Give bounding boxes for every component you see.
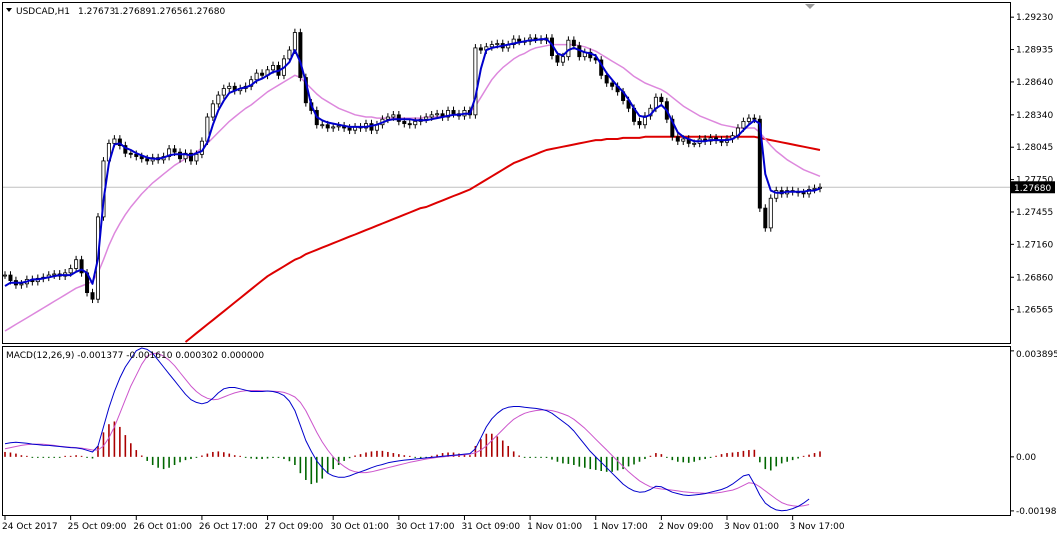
candle-down — [408, 124, 411, 125]
candle-down — [299, 33, 302, 78]
candle-up — [337, 126, 340, 127]
time-tick-label: 3 Nov 01:00 — [724, 522, 779, 532]
price-tick-label: 1.26565 — [1016, 306, 1053, 316]
candle-up — [53, 274, 56, 275]
macd-tick-label: 0.00 — [1016, 453, 1036, 463]
price-tick-label: 1.28935 — [1016, 46, 1053, 56]
candle-down — [397, 115, 400, 122]
time-tick-label: 30 Oct 01:00 — [330, 522, 389, 532]
candle-down — [605, 75, 608, 83]
price-tick-label: 1.26860 — [1016, 273, 1053, 283]
price-tick-label: 1.27455 — [1016, 208, 1053, 218]
candle-down — [660, 97, 663, 101]
candle-up — [425, 117, 428, 119]
current-price-label: 1.27680 — [1014, 184, 1051, 194]
candle-down — [534, 38, 537, 39]
candle-up — [769, 198, 772, 228]
candle-up — [3, 275, 6, 276]
candle-down — [764, 208, 767, 228]
candle-down — [802, 193, 805, 194]
candle-up — [113, 139, 116, 143]
candle-up — [75, 260, 78, 269]
candle-down — [260, 73, 263, 75]
time-tick-label: 25 Oct 09:00 — [68, 522, 127, 532]
time-tick-label: 30 Oct 17:00 — [396, 522, 455, 532]
candle-down — [326, 125, 329, 128]
time-tick-label: 31 Oct 09:00 — [461, 522, 520, 532]
ohlc-low: 1.27656 — [151, 7, 188, 17]
time-tick-label: 26 Oct 01:00 — [133, 522, 192, 532]
candle-down — [611, 83, 614, 86]
macd-label: MACD(12,26,9) -0.001377 -0.001610 0.0003… — [6, 351, 264, 361]
candle-down — [452, 110, 455, 113]
candle-up — [228, 86, 231, 88]
price-tick-label: 1.28640 — [1016, 78, 1053, 88]
candle-up — [742, 121, 745, 128]
candle-down — [556, 56, 559, 63]
candle-up — [293, 33, 296, 51]
candle-up — [567, 40, 570, 56]
price-tick-label: 1.28340 — [1016, 111, 1053, 121]
candle-up — [392, 115, 395, 117]
time-tick-label: 26 Oct 17:00 — [199, 522, 258, 532]
symbol-label: USDCAD,H1 — [16, 7, 70, 17]
ohlc-high: 1.27689 — [114, 7, 151, 17]
time-tick-label: 27 Oct 09:00 — [265, 522, 324, 532]
candle-up — [211, 104, 214, 117]
candle-up — [747, 118, 750, 121]
candle-up — [20, 284, 23, 285]
candle-down — [753, 118, 756, 119]
price-panel[interactable]: 1.292301.289351.286401.283401.280451.277… — [3, 3, 1056, 344]
candle-up — [682, 139, 685, 141]
candle-up — [430, 115, 433, 117]
candle-up — [321, 125, 324, 126]
candle-up — [496, 44, 499, 45]
candle-down — [518, 39, 521, 41]
candle-down — [173, 149, 176, 152]
time-tick-label: 1 Nov 17:00 — [593, 522, 648, 532]
macd-tick-label: 0.003895 — [1016, 350, 1057, 360]
price-panel-frame — [3, 3, 1011, 344]
time-tick-label: 1 Nov 01:00 — [527, 522, 582, 532]
time-tick-label: 2 Nov 09:00 — [658, 522, 713, 532]
candle-down — [479, 48, 482, 50]
candle-down — [9, 275, 12, 280]
macd-panel-frame — [3, 347, 1011, 516]
candle-up — [414, 121, 417, 124]
time-tick-label: 24 Oct 2017 — [2, 522, 58, 532]
candle-down — [638, 121, 641, 124]
candle-up — [195, 154, 198, 161]
candle-up — [561, 57, 564, 62]
candle-up — [271, 65, 274, 69]
candle-up — [222, 89, 225, 96]
macd-panel[interactable]: 0.003895 0.00 -0.001986 MACD(12,26,9) -0.0… — [3, 347, 1057, 517]
macd-tick-label: -0.001986 — [1016, 507, 1057, 517]
ohlc-close: 1.27680 — [188, 7, 225, 17]
candle-up — [69, 268, 72, 272]
candle-up — [693, 143, 696, 144]
price-tick-label: 1.28045 — [1016, 143, 1053, 153]
candle-down — [676, 137, 679, 141]
time-tick-label: 3 Nov 17:00 — [790, 522, 845, 532]
candle-up — [255, 73, 258, 80]
candle-down — [146, 159, 149, 161]
candle-up — [332, 127, 335, 128]
candle-up — [436, 114, 439, 115]
candle-up — [490, 45, 493, 47]
candle-down — [348, 128, 351, 130]
price-tick-label: 1.27160 — [1016, 240, 1053, 250]
candle-down — [91, 293, 94, 300]
ohlc-open: 1.27673 — [78, 7, 115, 17]
candle-up — [474, 48, 477, 115]
price-tick-label: 1.29230 — [1016, 13, 1053, 23]
candle-down — [403, 121, 406, 123]
candle-down — [572, 40, 575, 45]
candle-up — [386, 117, 389, 119]
candle-up — [217, 95, 220, 104]
candle-down — [178, 152, 181, 159]
candle-down — [129, 153, 132, 154]
